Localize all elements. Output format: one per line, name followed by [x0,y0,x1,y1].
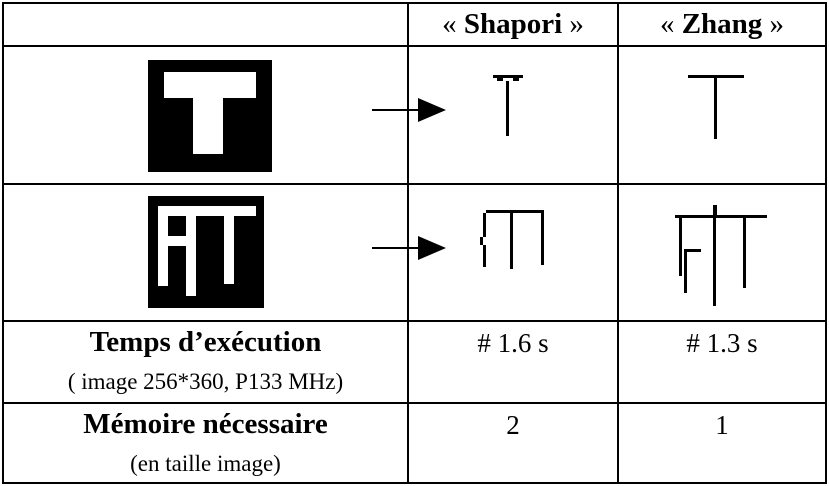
memory-sublabel: (en taille image) [130,451,281,476]
execution-time-zhang: # 1.3 s [686,328,758,358]
letters-ft-input-image [148,196,264,308]
quote-open: « [659,8,675,40]
skeleton-t-zhang [688,75,744,139]
execution-time-label: Temps d’exécution [89,326,322,358]
row-divider-1 [2,183,827,185]
table-border-top [2,2,827,4]
quote-close: » [569,8,584,40]
skeleton-t-shapori [493,75,523,136]
execution-time-shapori: # 1.6 s [477,328,549,358]
right-arrow-icon [372,98,446,122]
row-divider-2 [2,320,827,322]
skeleton-ft-zhang [675,205,767,306]
quote-open: « [442,8,457,40]
header-shapori-label: Shapori [463,8,563,40]
header-zhang: « Zhang » [619,8,825,41]
table-border-right [825,2,827,484]
table-border-left [2,2,4,484]
execution-time-sublabel: ( image 256*360, P133 MHz) [67,369,344,394]
column-divider-1 [407,2,409,484]
row-divider-3 [2,402,827,404]
header-zhang-label: Zhang [681,8,763,40]
skeleton-ft-shapori [480,210,544,269]
quote-close: » [769,8,785,40]
table-border-bottom [2,482,827,484]
memory-label: Mémoire nécessaire [83,408,328,440]
letter-t-input-image [148,60,272,172]
row-divider-header [2,45,827,47]
memory-shapori: 2 [506,410,520,440]
right-arrow-icon [372,236,446,260]
memory-zhang: 1 [715,410,729,440]
header-shapori: « Shapori » [409,8,617,41]
column-divider-2 [617,2,619,484]
